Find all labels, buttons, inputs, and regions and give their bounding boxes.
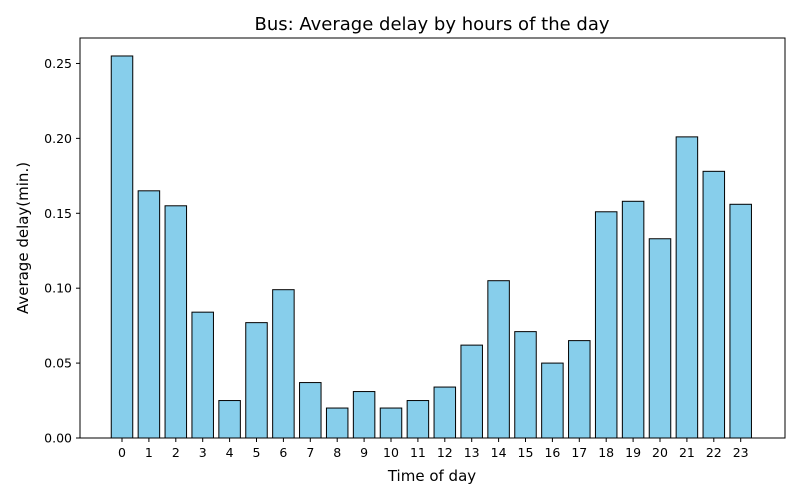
chart-title: Bus: Average delay by hours of the day [254,14,609,35]
x-tick-label: 23 [733,445,749,460]
bar-hour-7 [299,382,322,439]
x-tick-label: 15 [518,445,534,460]
bar-hour-16 [541,362,564,439]
x-tick-label: 16 [544,445,560,460]
bar-hour-19 [621,200,645,439]
x-tick-label: 14 [491,445,507,460]
y-axis-ticks: 0.00 0.05 0.10 0.15 0.20 0.25 [44,56,80,446]
bar-hour-2 [164,205,188,439]
x-tick-label: 21 [679,445,695,460]
bar-hour-10 [379,407,403,439]
bar-hour-9 [352,391,376,439]
x-tick-label: 11 [410,445,426,460]
bar-hour-1 [137,190,161,439]
y-tick-label: 0.10 [44,281,72,296]
x-tick-label: 0 [118,445,126,460]
x-axis-label: Time of day [387,467,476,485]
bar-hour-6 [272,289,295,439]
x-axis-ticks: 0 1 2 3 4 5 6 7 8 9 10 11 12 13 14 15 16 17 18 19 20 21 22 23 [118,438,749,460]
bar-hour-4 [218,400,241,439]
x-tick-label: 1 [145,445,153,460]
x-tick-label: 7 [306,445,314,460]
x-tick-label: 17 [571,445,587,460]
bar-hour-13 [460,344,483,439]
bar-hour-20 [648,238,672,439]
x-tick-label: 4 [226,445,234,460]
bar-hour-22 [702,170,726,439]
bar-hour-21 [675,136,699,439]
bar-hour-12 [433,386,457,439]
x-tick-label: 20 [652,445,668,460]
y-tick-label: 0.05 [44,356,72,371]
x-tick-label: 18 [598,445,614,460]
bar-hour-23 [729,203,752,439]
bar-hour-15 [514,331,537,439]
x-tick-label: 5 [253,445,261,460]
y-axis-label: Average delay(min.) [14,162,32,314]
x-tick-label: 13 [464,445,480,460]
bar-hour-18 [594,211,618,439]
x-tick-label: 6 [279,445,287,460]
bar-hour-17 [568,340,591,439]
bar-hour-5 [245,322,268,439]
y-tick-label: 0.15 [44,206,72,221]
x-tick-label: 9 [360,445,368,460]
y-tick-label: 0.20 [44,131,72,146]
x-tick-label: 2 [172,445,180,460]
bars-group [110,55,752,439]
x-tick-label: 8 [333,445,341,460]
x-tick-label: 3 [199,445,207,460]
bar-hour-11 [406,400,430,439]
y-tick-label: 0.25 [44,56,72,71]
x-tick-label: 10 [383,445,399,460]
bar-hour-8 [325,407,349,439]
x-tick-label: 12 [437,445,453,460]
y-tick-label: 0.00 [44,431,72,446]
plot-frame [79,37,786,439]
x-tick-label: 22 [706,445,722,460]
bar-hour-14 [487,280,510,439]
bar-hour-3 [191,311,214,439]
x-tick-label: 19 [625,445,641,460]
bar-hour-0 [110,55,134,439]
